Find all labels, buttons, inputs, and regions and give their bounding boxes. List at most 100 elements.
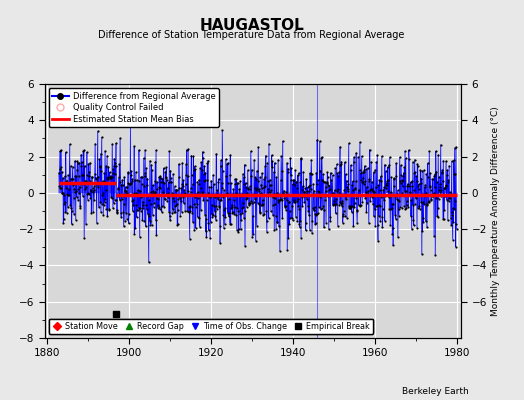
Point xyxy=(119,223,128,230)
Point xyxy=(356,139,364,145)
Point xyxy=(193,201,201,207)
Point xyxy=(379,186,388,193)
Point xyxy=(126,111,135,118)
Point xyxy=(307,157,315,163)
Point xyxy=(324,226,333,232)
Point xyxy=(95,164,104,170)
Point xyxy=(198,190,206,196)
Point xyxy=(172,201,181,208)
Point xyxy=(294,202,302,209)
Point xyxy=(397,190,406,197)
Point xyxy=(402,187,410,194)
Point xyxy=(110,156,118,162)
Point xyxy=(74,197,82,204)
Point xyxy=(191,163,199,170)
Point xyxy=(126,180,135,186)
Point xyxy=(168,190,177,196)
Point xyxy=(431,184,439,191)
Point xyxy=(236,178,244,184)
Point xyxy=(360,167,368,174)
Point xyxy=(201,169,210,176)
Point xyxy=(176,192,184,198)
Point xyxy=(224,180,233,187)
Point xyxy=(318,204,326,211)
Point xyxy=(290,199,298,206)
Point xyxy=(278,197,286,204)
Point xyxy=(238,200,247,206)
Point xyxy=(91,171,99,178)
Point xyxy=(226,152,234,158)
Point xyxy=(299,168,308,175)
Point xyxy=(359,168,367,175)
Point xyxy=(169,206,177,212)
Point xyxy=(374,237,382,244)
Point xyxy=(206,219,215,225)
Point xyxy=(199,197,208,203)
Point xyxy=(417,199,425,206)
Point xyxy=(301,185,309,192)
Point xyxy=(320,178,328,185)
Point xyxy=(159,192,167,198)
Point xyxy=(85,191,93,197)
Point xyxy=(127,172,136,178)
Point xyxy=(80,147,88,154)
Point xyxy=(144,211,152,217)
Point xyxy=(427,186,435,193)
Point xyxy=(370,206,379,212)
Point xyxy=(95,156,103,162)
Point xyxy=(94,180,103,187)
Point xyxy=(101,199,109,205)
Point xyxy=(409,222,418,228)
Point xyxy=(387,174,396,180)
Point xyxy=(291,214,300,220)
Point xyxy=(343,215,351,221)
Point xyxy=(181,208,189,214)
Point xyxy=(432,194,440,201)
Point xyxy=(313,181,322,188)
Point xyxy=(299,192,307,199)
Point xyxy=(79,172,87,178)
Point xyxy=(308,218,316,224)
Point xyxy=(425,148,433,154)
Point xyxy=(429,176,437,182)
Point xyxy=(128,198,136,204)
Point xyxy=(266,187,275,193)
Point xyxy=(293,185,301,191)
Point xyxy=(356,202,364,209)
Point xyxy=(199,155,207,161)
Point xyxy=(418,168,427,174)
Point xyxy=(308,170,316,177)
Point xyxy=(108,194,116,201)
Point xyxy=(388,231,397,237)
Point xyxy=(91,176,100,182)
Point xyxy=(158,203,166,210)
Point xyxy=(416,167,424,174)
Point xyxy=(90,187,98,193)
Point xyxy=(352,195,361,202)
Point xyxy=(259,201,268,207)
Point xyxy=(390,182,399,189)
Point xyxy=(59,220,68,226)
Point xyxy=(190,201,198,208)
Point xyxy=(376,218,385,224)
Point xyxy=(290,177,298,183)
Point xyxy=(355,187,363,193)
Point xyxy=(143,206,151,213)
Point xyxy=(261,163,269,170)
Point xyxy=(410,156,419,163)
Point xyxy=(427,196,435,202)
Point xyxy=(340,192,348,198)
Point xyxy=(375,213,383,219)
Point xyxy=(153,179,161,186)
Point xyxy=(350,159,358,166)
Point xyxy=(297,155,305,161)
Point xyxy=(157,209,166,215)
Point xyxy=(415,203,423,209)
Point xyxy=(327,192,335,199)
Point xyxy=(315,189,323,195)
Point xyxy=(297,156,305,162)
Point xyxy=(395,197,403,204)
Point xyxy=(179,183,187,190)
Point xyxy=(60,192,68,198)
Point xyxy=(436,184,444,190)
